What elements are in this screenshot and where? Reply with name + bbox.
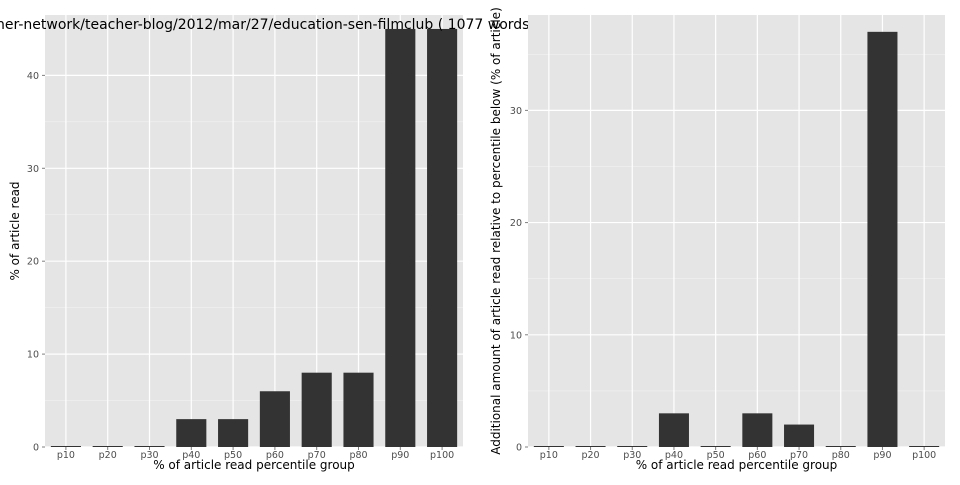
left-bar-p50	[218, 419, 249, 447]
left-x-tick-label-p90: p90	[391, 450, 409, 461]
left-bar-p10	[50, 446, 81, 447]
left-y-tick-label: 0	[33, 443, 39, 454]
left-x-tick-label-p60: p60	[266, 450, 284, 461]
left-y-tick-label: 20	[27, 257, 39, 268]
right-bar-p40	[658, 413, 689, 447]
left-x-tick-label-p20: p20	[99, 450, 117, 461]
left-bar-p100	[427, 28, 458, 447]
right-x-tick-label-p60: p60	[748, 450, 766, 461]
right-bar-p60	[742, 413, 773, 447]
left-x-axis: p10 p20 p30 p40 p50 p60 p70 p80 p90 p100	[57, 447, 454, 461]
left-y-tick-label: 10	[27, 350, 39, 361]
right-x-tick-label-p90: p90	[873, 450, 891, 461]
right-x-tick-label-p20: p20	[581, 450, 599, 461]
left-chart-title: her-network/teacher-blog/2012/mar/27/edu…	[0, 17, 529, 33]
left-x-tick-label-p10: p10	[57, 450, 75, 461]
right-x-tick-label-p70: p70	[790, 450, 808, 461]
right-bar-p100	[909, 446, 940, 447]
right-y-tick-label: 0	[516, 443, 522, 454]
left-bars	[50, 28, 458, 447]
left-bar-p60	[259, 391, 290, 447]
right-x-axis-title: % of article read percentile group	[636, 458, 838, 472]
left-bar-p40	[176, 419, 207, 447]
right-y-tick-label: 30	[510, 106, 522, 117]
left-x-tick-label-p50: p50	[224, 450, 242, 461]
right-x-tick-label-p50: p50	[707, 450, 725, 461]
right-bar-p70	[784, 424, 815, 447]
left-x-axis-title: % of article read percentile group	[153, 458, 355, 472]
right-y-tick-label: 10	[510, 330, 522, 341]
right-y-axis: 0 10 20 30	[510, 106, 528, 454]
right-bar-p90	[867, 31, 898, 447]
left-bar-p90	[385, 28, 416, 447]
left-bar-p20	[92, 446, 123, 447]
left-x-tick-label-p40: p40	[182, 450, 200, 461]
right-x-axis: p10 p20 p30 p40 p50 p60 p70 p80 p90 p100	[540, 447, 936, 461]
right-y-axis-title: Additional amount of article read relati…	[489, 7, 503, 455]
left-y-axis-title: % of article read	[8, 181, 22, 280]
left-y-tick-label: 30	[27, 164, 39, 175]
right-x-tick-label-p30: p30	[623, 450, 641, 461]
left-y-tick-label: 40	[27, 71, 39, 82]
right-x-tick-label-p80: p80	[832, 450, 850, 461]
left-x-tick-label-p100: p100	[430, 450, 454, 461]
right-x-tick-label-p10: p10	[540, 450, 558, 461]
right-bar-p50	[700, 446, 731, 447]
right-bar-p10	[533, 446, 564, 447]
left-bar-p80	[343, 372, 374, 447]
right-x-tick-label-p100: p100	[912, 450, 936, 461]
left-y-axis: 0 10 20 30 40	[27, 71, 45, 454]
left-bar-p30	[134, 446, 165, 447]
left-x-tick-label-p30: p30	[140, 450, 158, 461]
left-x-tick-label-p80: p80	[349, 450, 367, 461]
right-y-tick-label: 20	[510, 218, 522, 229]
right-bar-p20	[575, 446, 606, 447]
right-bar-p30	[617, 446, 648, 447]
right-bars	[533, 31, 940, 447]
right-bar-p80	[825, 446, 856, 447]
right-x-tick-label-p40: p40	[665, 450, 683, 461]
left-x-tick-label-p70: p70	[308, 450, 326, 461]
left-bar-p70	[301, 372, 332, 447]
